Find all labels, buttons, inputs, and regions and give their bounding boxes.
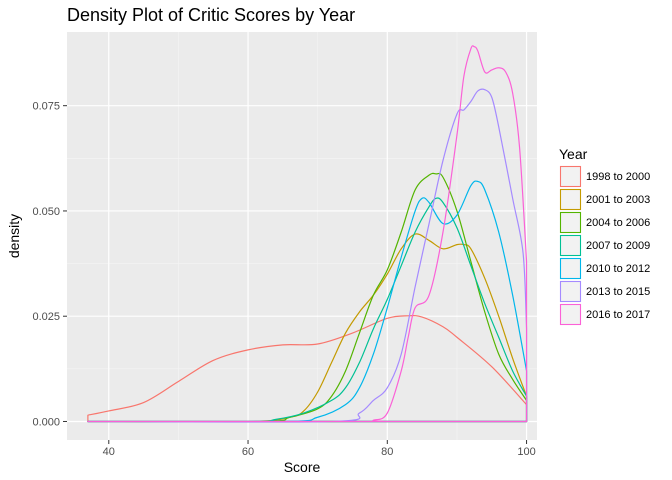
legend-label: 2013 to 2015 <box>586 286 650 298</box>
density-curves <box>87 45 528 423</box>
y-tick-label: 0.050 <box>32 206 60 218</box>
legend-label: 2010 to 2012 <box>586 263 650 275</box>
legend-key-swatch <box>559 234 582 257</box>
legend-key-swatch <box>559 280 582 303</box>
x-tick-label: 100 <box>517 446 535 458</box>
density-curve-7 <box>87 45 528 423</box>
legend-label: 2016 to 2017 <box>586 309 650 321</box>
density-curve-5 <box>87 180 528 423</box>
legend-title: Year <box>559 146 588 162</box>
y-axis: 0.000 0.025 0.050 0.075 <box>32 101 67 428</box>
y-axis-title: density <box>6 214 22 258</box>
legend-key-bg <box>559 303 582 326</box>
legend-key-swatch <box>559 303 582 326</box>
plot-panel <box>67 32 537 440</box>
legend-key-bg <box>559 280 582 303</box>
y-tick-label: 0.025 <box>32 311 60 323</box>
legend-label: 2001 to 2003 <box>586 194 650 206</box>
x-axis-title: Score <box>284 459 321 475</box>
legend-key-bg <box>559 188 582 211</box>
legend-key-swatch <box>559 165 582 188</box>
x-tick-label: 40 <box>103 446 115 458</box>
legend-key-swatch <box>559 211 582 234</box>
y-tick-label: 0.075 <box>32 101 60 113</box>
legend-key-bg <box>559 211 582 234</box>
legend-label: 2007 to 2009 <box>586 240 650 252</box>
legend-key-swatch <box>559 188 582 211</box>
chart-title: Density Plot of Critic Scores by Year <box>67 5 355 25</box>
legend-key-bg <box>559 257 582 280</box>
legend-label: 2004 to 2006 <box>586 217 650 229</box>
x-axis: 40 60 80 100 <box>103 440 536 458</box>
density-curve-4 <box>87 197 528 423</box>
density-curve-6 <box>87 88 528 423</box>
x-tick-label: 60 <box>242 446 254 458</box>
density-curve-3 <box>87 172 528 423</box>
x-tick-label: 80 <box>381 446 393 458</box>
legend-key-bg <box>559 234 582 257</box>
legend-key-swatch <box>559 257 582 280</box>
density-curve-1 <box>87 315 528 423</box>
legend: Year 1998 to 2000 2001 to 2003 2004 to 200… <box>559 146 650 326</box>
density-curve-2 <box>87 233 528 423</box>
y-tick-label: 0.000 <box>32 416 60 428</box>
legend-label: 1998 to 2000 <box>586 171 650 183</box>
legend-key-bg <box>559 165 582 188</box>
